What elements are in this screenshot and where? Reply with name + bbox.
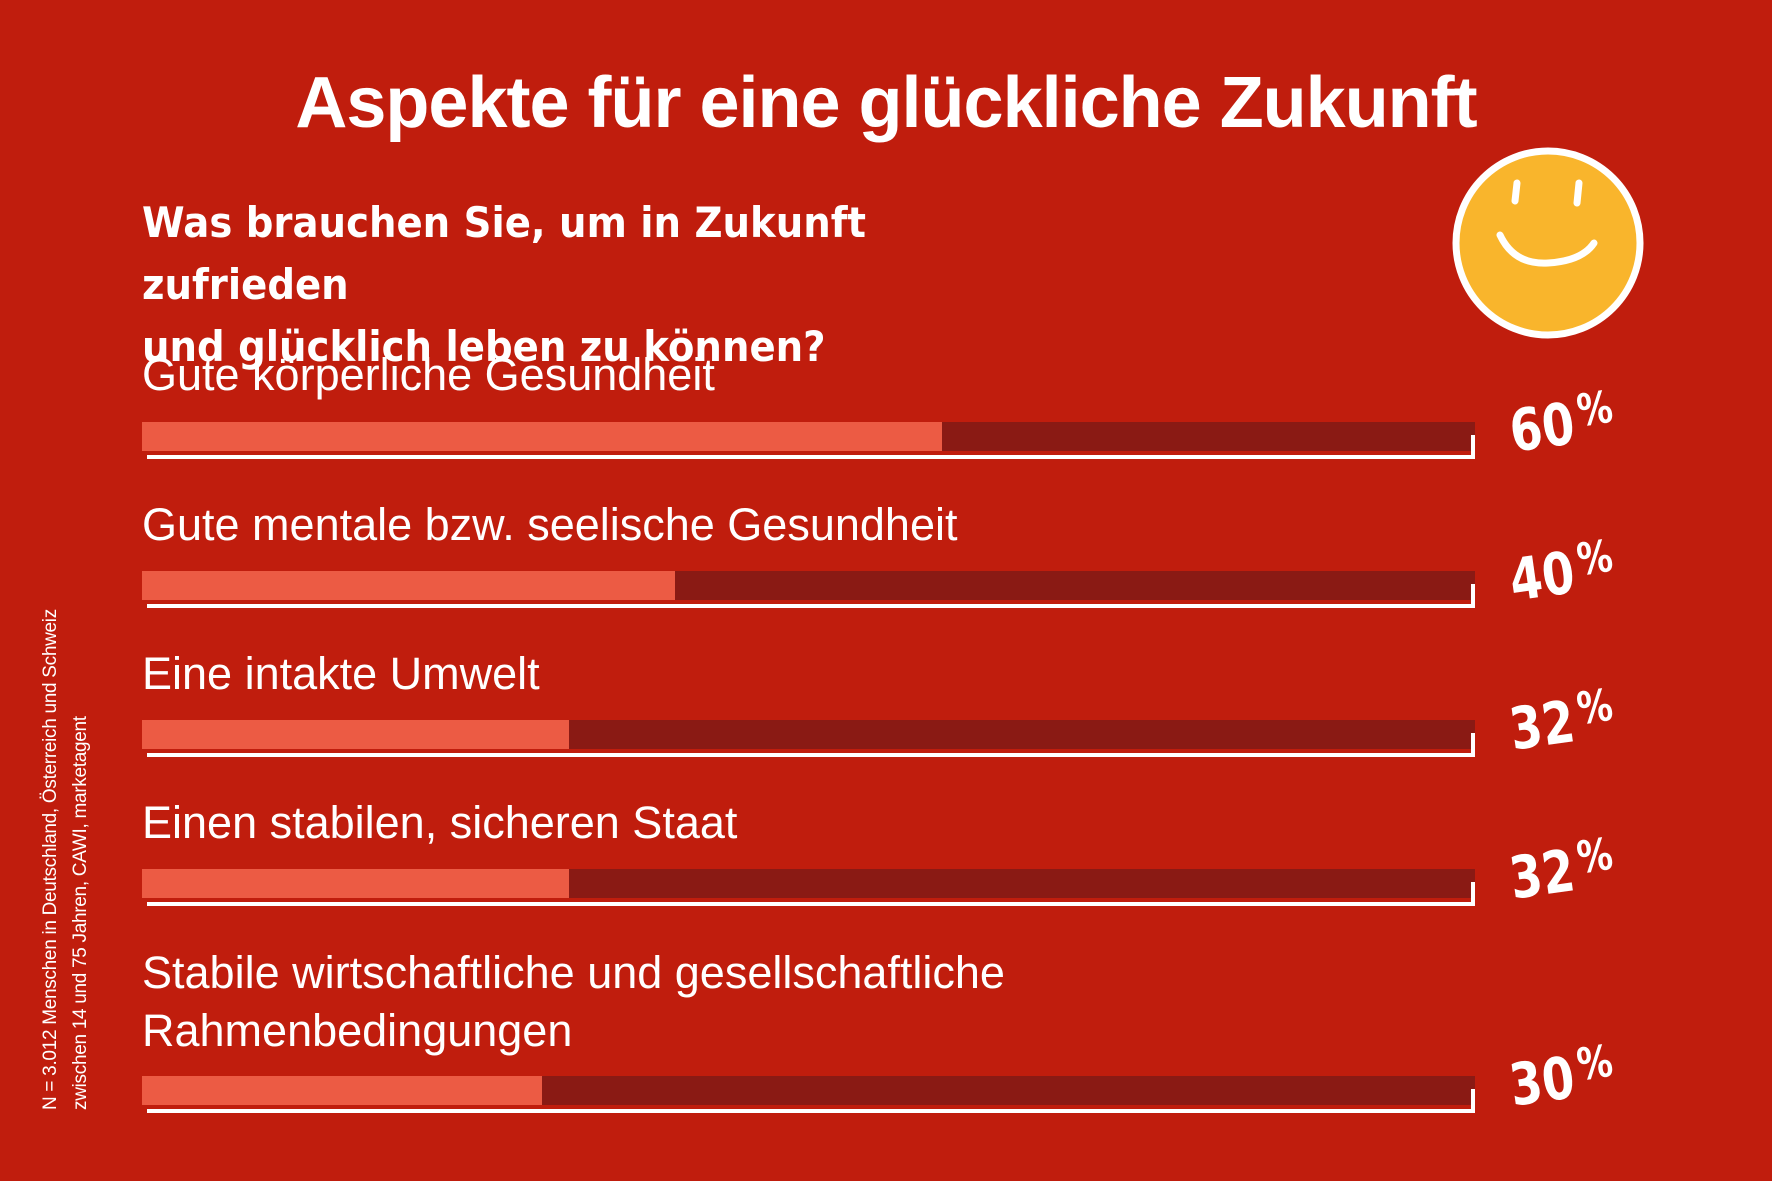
smiley-face-icon bbox=[1452, 147, 1644, 339]
bar-fill bbox=[142, 1076, 542, 1105]
smiley-left-eye bbox=[1511, 179, 1521, 205]
smiley-face-circle bbox=[1452, 147, 1644, 339]
bar-fill bbox=[142, 571, 676, 600]
bar-label: Einen stabilen, sicheren Staat bbox=[142, 794, 1242, 852]
value-label: 60% bbox=[1505, 382, 1618, 466]
bar-baseline bbox=[147, 902, 1475, 906]
percent-sign: % bbox=[1573, 1035, 1616, 1092]
bar-label-line: Eine intakte Umwelt bbox=[142, 648, 540, 699]
bar-track bbox=[142, 1076, 1475, 1113]
bar-label-line: Gute körperliche Gesundheit bbox=[142, 349, 715, 400]
bar-baseline bbox=[147, 604, 1475, 608]
bar-label-line: Gute mentale bzw. seelische Gesundheit bbox=[142, 499, 958, 550]
percent-sign: % bbox=[1573, 828, 1616, 885]
bar-baseline bbox=[147, 455, 1475, 459]
bar-label: Gute körperliche Gesundheit bbox=[142, 346, 1242, 404]
value-number: 32 bbox=[1505, 687, 1579, 764]
bar-track bbox=[142, 422, 1475, 459]
bar-label: Eine intakte Umwelt bbox=[142, 645, 1242, 703]
question-line-1: Was brauchen Sie, um in Zukunft zufriede… bbox=[142, 198, 867, 309]
bar-fill bbox=[142, 422, 942, 451]
bar-label-line: Einen stabilen, sicheren Staat bbox=[142, 797, 738, 848]
value-number: 30 bbox=[1505, 1043, 1579, 1120]
percent-sign: % bbox=[1573, 381, 1616, 438]
bar-track bbox=[142, 720, 1475, 757]
source-line-2: zwischen 14 und 75 Jahren, CAWI, marketa… bbox=[70, 716, 91, 1110]
bar-label: Gute mentale bzw. seelische Gesundheit bbox=[142, 496, 1242, 554]
percent-sign: % bbox=[1573, 530, 1616, 587]
value-label: 32% bbox=[1505, 680, 1618, 764]
value-number: 32 bbox=[1505, 836, 1579, 913]
bar-end-tick bbox=[1471, 1089, 1475, 1113]
chart-title: Aspekte für eine glückliche Zukunft bbox=[295, 63, 1477, 143]
percent-sign: % bbox=[1573, 679, 1616, 736]
bar-track bbox=[142, 869, 1475, 906]
bar-end-tick bbox=[1471, 733, 1475, 757]
bar-end-tick bbox=[1471, 882, 1475, 906]
bar-track bbox=[142, 571, 1475, 608]
bar-label-line: Stabile wirtschaftliche und gesellschaft… bbox=[142, 947, 1005, 998]
bar-baseline bbox=[147, 753, 1475, 757]
value-number: 40 bbox=[1505, 538, 1579, 615]
smiley-right-eye bbox=[1573, 179, 1583, 207]
bar-baseline bbox=[147, 1109, 1475, 1113]
value-label: 32% bbox=[1505, 829, 1618, 913]
question-line-2: und glücklich leben zu können? bbox=[142, 322, 826, 371]
bar-end-tick bbox=[1471, 435, 1475, 459]
bar-fill bbox=[142, 869, 569, 898]
source-note: N = 3.012 Menschen in Deutschland, Öster… bbox=[36, 609, 96, 1110]
value-label: 30% bbox=[1505, 1036, 1618, 1120]
bar-label: Stabile wirtschaftliche und gesellschaft… bbox=[142, 944, 1242, 1060]
bar-fill bbox=[142, 720, 569, 749]
value-label: 40% bbox=[1505, 531, 1618, 615]
bar-label-line: Rahmenbedingungen bbox=[142, 1005, 573, 1056]
smiley-mouth bbox=[1496, 231, 1598, 267]
bar-end-tick bbox=[1471, 584, 1475, 608]
survey-question: Was brauchen Sie, um in Zukunft zufriede… bbox=[142, 192, 1007, 378]
source-line-1: N = 3.012 Menschen in Deutschland, Öster… bbox=[40, 609, 61, 1110]
value-number: 60 bbox=[1505, 389, 1579, 466]
